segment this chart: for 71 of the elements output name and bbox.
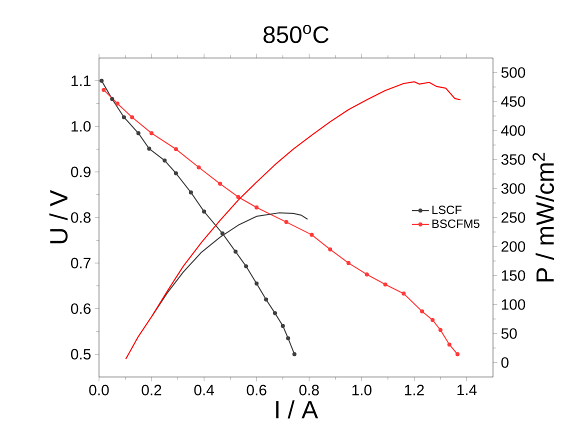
point — [174, 171, 178, 176]
point — [455, 352, 460, 356]
point — [147, 146, 152, 151]
point — [100, 78, 104, 83]
point — [447, 342, 452, 347]
point — [202, 210, 206, 214]
point — [220, 231, 224, 236]
point — [364, 272, 369, 277]
point — [196, 165, 201, 170]
point — [115, 102, 120, 106]
x-tick-label: 0.2 — [142, 384, 162, 396]
x-tick-label: 1.4 — [457, 384, 477, 396]
point — [136, 131, 140, 136]
point — [110, 96, 114, 102]
y2-tick-label: 450 — [501, 96, 526, 107]
point — [420, 309, 424, 314]
y-tick-label: 0.5 — [71, 348, 91, 360]
point — [383, 282, 388, 287]
y2-tick-label: 100 — [502, 299, 526, 310]
y-tick-label: 1.0 — [72, 121, 91, 132]
point — [286, 336, 290, 340]
point — [328, 247, 332, 252]
point — [174, 147, 178, 152]
point — [438, 328, 443, 332]
y2-tick-label: 250 — [502, 212, 526, 223]
y2-tick-label: 0 — [501, 357, 508, 368]
point — [430, 318, 435, 322]
y-tick-label: 0.8 — [71, 212, 91, 223]
x-tick-label: 0.4 — [194, 384, 214, 396]
y-tick-label: 0.6 — [71, 303, 91, 314]
point — [346, 261, 351, 266]
point — [218, 182, 222, 186]
point — [236, 194, 240, 200]
y2-axis-title: P / mW/cm$^{2}$ — [532, 152, 554, 282]
y2-tick-label: 200 — [502, 241, 526, 252]
y2-tick-label: 500 — [501, 67, 526, 78]
y2-tick-label: 50 — [501, 328, 517, 339]
legend-label: BSCFM5 — [432, 219, 480, 228]
point — [402, 292, 406, 296]
point — [149, 131, 154, 136]
legend-label: LSCF — [432, 206, 462, 214]
y-tick-label: 0.7 — [71, 258, 90, 268]
point — [162, 158, 167, 163]
point — [244, 264, 248, 268]
x-tick-label: 1.2 — [404, 384, 424, 396]
y2-tick-label: 300 — [501, 183, 526, 194]
point — [284, 220, 288, 224]
point — [280, 324, 285, 328]
x-tick-label: 0.0 — [89, 384, 109, 396]
y-tick-label: 0.9 — [71, 166, 91, 178]
point — [254, 205, 259, 210]
point — [122, 115, 126, 120]
point — [292, 352, 296, 356]
point — [272, 311, 278, 316]
y2-tick-label: 150 — [502, 270, 526, 281]
y2-tick-label: 350 — [501, 154, 526, 165]
point — [102, 88, 106, 92]
point — [264, 297, 268, 302]
point — [234, 250, 238, 254]
x-tick-label: 1.0 — [352, 384, 372, 396]
y-axis-title: U / V — [49, 190, 68, 244]
y-tick-label: 1.1 — [72, 76, 90, 86]
point — [254, 282, 259, 286]
y2-tick-label: 400 — [501, 125, 526, 136]
x-axis-title: I / A — [276, 400, 318, 418]
point — [188, 190, 193, 194]
x-tick-label: 0.8 — [299, 384, 319, 396]
x-tick-label: 0.6 — [246, 384, 266, 396]
chart-title: 850$^{o}$C — [264, 24, 329, 44]
point — [130, 115, 134, 120]
point — [310, 232, 314, 237]
